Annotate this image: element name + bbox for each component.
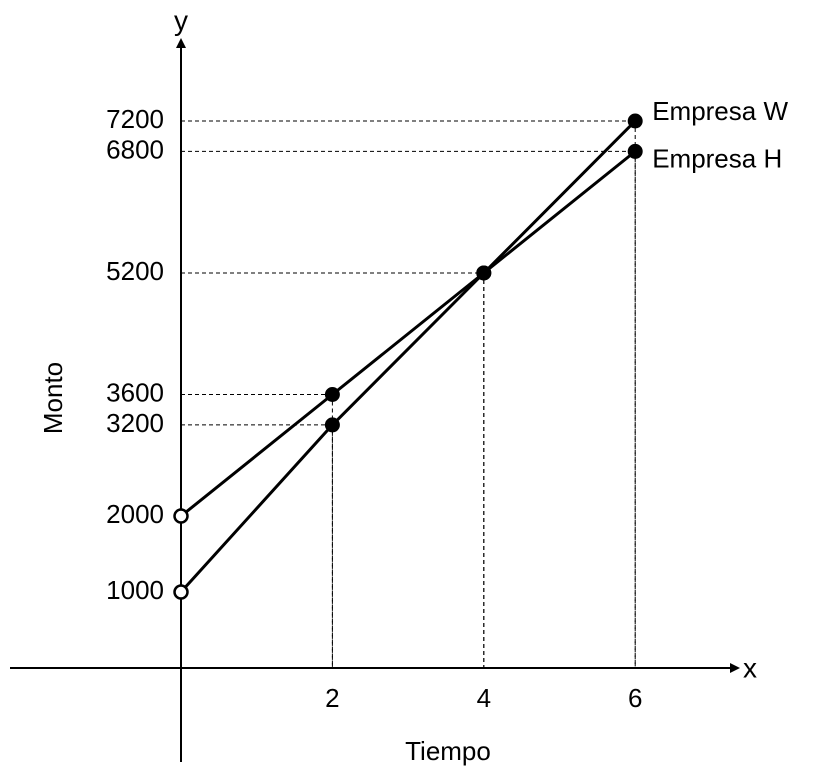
y-tick-label-3200: 3200 (106, 408, 164, 438)
y-axis-label: Monto (38, 362, 68, 434)
x-tick-label-2: 2 (325, 683, 339, 713)
x-axis-letter: x (743, 652, 757, 683)
x-tick-label-4: 4 (477, 683, 491, 713)
data-point-empresa-h-0 (173, 508, 189, 524)
series-line-empresa-h (180, 150, 637, 518)
axes (10, 38, 740, 762)
y-tick-label-7200: 7200 (106, 104, 164, 134)
data-points (173, 113, 643, 600)
reference-guides (181, 120, 636, 668)
data-point-empresa-w-1 (324, 417, 340, 433)
x-axis-label: Tiempo (405, 736, 491, 766)
x-tick-label-6: 6 (628, 683, 642, 713)
y-tick-label-1000: 1000 (106, 575, 164, 605)
y-tick-label-6800: 6800 (106, 134, 164, 164)
series-line-empresa-w (179, 119, 637, 594)
data-point-empresa-h-1 (324, 387, 340, 403)
data-point-empresa-w-0 (173, 584, 189, 600)
data-point-empresa-w-3 (627, 113, 643, 129)
data-point-empresa-h-2 (476, 265, 492, 281)
y-tick-label-5200: 5200 (106, 256, 164, 286)
y-tick-label-2000: 2000 (106, 499, 164, 529)
series-lines (179, 119, 637, 594)
y-tick-label-3600: 3600 (106, 377, 164, 407)
data-point-empresa-h-3 (627, 143, 643, 159)
series-label-empresa-h: Empresa H (652, 143, 782, 173)
series-label-empresa-w: Empresa W (652, 96, 788, 126)
y-axis-letter: y (174, 5, 188, 36)
